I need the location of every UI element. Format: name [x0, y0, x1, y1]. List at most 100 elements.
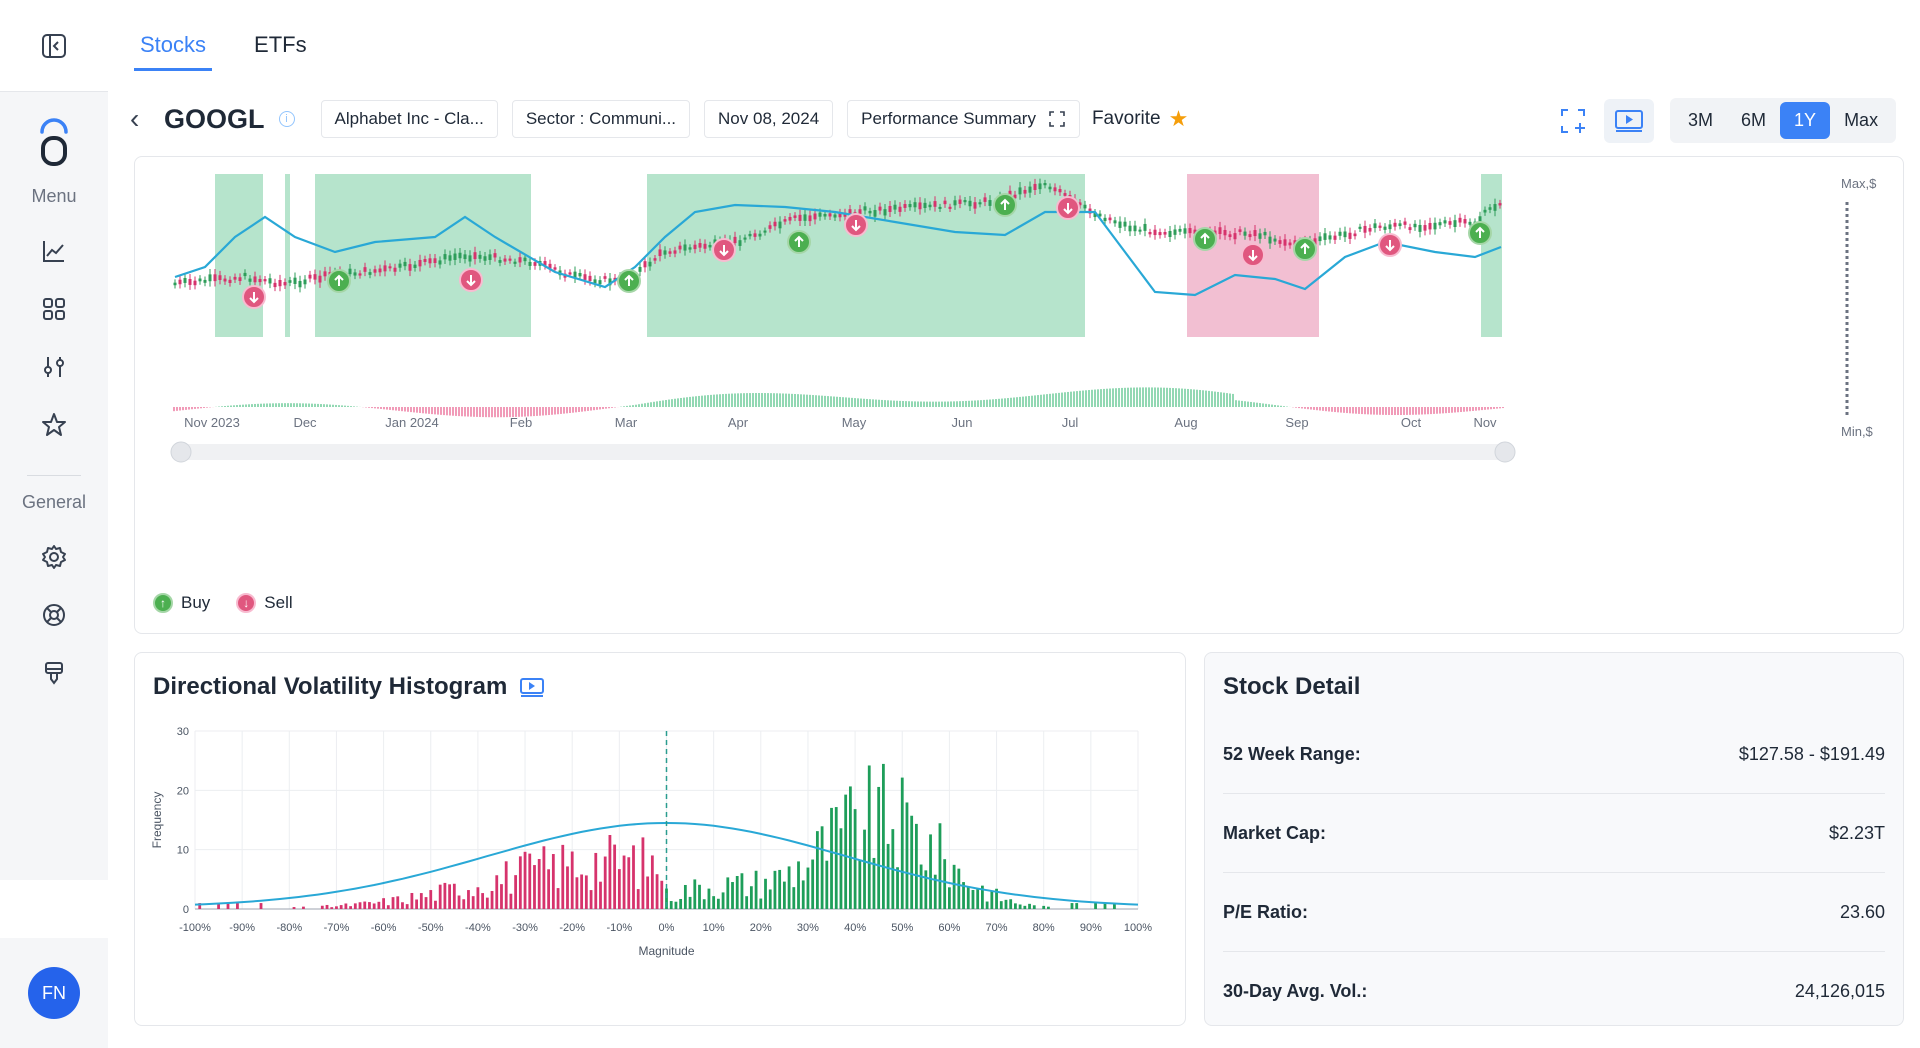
oscillator-bar — [395, 407, 397, 411]
oscillator-bar — [1169, 387, 1171, 407]
range-6m[interactable]: 6M — [1741, 110, 1767, 130]
legend-sell[interactable]: ↓ Sell — [236, 593, 293, 613]
histogram-bar — [1075, 903, 1079, 909]
tab-stocks[interactable]: Stocks — [134, 28, 213, 71]
range-1y[interactable]: 1Y — [1780, 102, 1831, 139]
histogram-bar — [325, 904, 329, 909]
oscillator-bar — [899, 400, 901, 407]
legend-buy[interactable]: ↑ Buy — [153, 593, 210, 613]
candle-body — [1318, 236, 1322, 242]
histogram-bar — [551, 854, 555, 909]
candle-body — [483, 256, 487, 261]
oscillator-bar — [287, 403, 289, 407]
video-play-icon[interactable] — [519, 676, 545, 698]
candle-body — [1063, 193, 1067, 196]
company-name-chip[interactable]: Alphabet Inc - Cla... — [320, 100, 498, 138]
candle-body — [1343, 231, 1347, 238]
candle-body — [523, 257, 527, 262]
avatar[interactable]: FN — [28, 967, 80, 1019]
sidebar-item-dashboard[interactable] — [0, 295, 108, 323]
oscillator-bar — [383, 407, 385, 410]
collapse-sidebar-icon[interactable] — [34, 26, 74, 66]
oscillator-bar — [413, 407, 415, 413]
oscillator-bar — [1328, 407, 1330, 412]
price-chart[interactable]: Max,$ Min,$ Nov 2023 Dec Jan 2024 Feb Mar Apr… — [135, 157, 1903, 557]
month-tick-label: Jul — [1062, 415, 1079, 430]
oscillator-bar — [419, 407, 421, 413]
histogram-bar — [844, 794, 848, 909]
candle-body — [1153, 229, 1157, 236]
play-video-button[interactable] — [1604, 98, 1654, 143]
candle-body — [273, 282, 277, 288]
range-max[interactable]: Max — [1844, 110, 1879, 130]
oscillator-bar — [1451, 407, 1453, 413]
oscillator-bar — [1019, 396, 1021, 407]
scrollbar-right-handle[interactable] — [1494, 441, 1516, 463]
oscillator-bar — [995, 399, 997, 407]
oscillator-bar — [1076, 391, 1078, 407]
candle-body — [753, 233, 757, 237]
sidebar-item-settings[interactable] — [0, 543, 108, 571]
sidebar-item-chart[interactable] — [0, 237, 108, 265]
candle-body — [1438, 222, 1442, 226]
sidebar-item-support[interactable] — [0, 601, 108, 629]
add-frame-icon — [1561, 108, 1585, 133]
histogram-bar — [877, 786, 881, 909]
oscillator-bar — [1415, 407, 1417, 415]
favorite-button[interactable]: Favorite ★ — [1092, 106, 1188, 132]
favorite-label: Favorite — [1091, 108, 1161, 129]
histogram-bar — [905, 802, 909, 909]
back-chevron-icon[interactable]: ‹ — [130, 103, 140, 134]
oscillator-bar — [524, 407, 526, 417]
line-chart-icon — [43, 241, 64, 262]
candle-body — [408, 264, 412, 271]
scrollbar-left-handle[interactable] — [170, 441, 192, 463]
add-fullscreen-button[interactable] — [1548, 99, 1598, 143]
candle-body — [1498, 203, 1502, 206]
candle-body — [268, 278, 272, 284]
histogram-bar — [655, 874, 659, 909]
sidebar-item-theme[interactable] — [0, 659, 108, 687]
volatility-histogram[interactable]: -100% -90% -80% -70% -60% -50% -40% -30% -20% -10… — [135, 717, 1185, 1017]
histogram-bar — [919, 864, 923, 909]
candle-body — [173, 282, 177, 286]
candle-body — [823, 213, 827, 217]
candle-body — [438, 260, 442, 265]
oscillator-bar — [1484, 407, 1486, 410]
histogram-bar — [1103, 903, 1107, 909]
oscillator-bar — [1103, 388, 1105, 407]
candle-body — [183, 277, 187, 283]
sidebar-item-filters[interactable] — [0, 353, 108, 381]
oscillator-bar — [644, 403, 646, 407]
oscillator-bar — [560, 407, 562, 414]
candle-body — [1483, 209, 1487, 213]
oscillator-bar — [998, 398, 1000, 407]
histogram-bar — [981, 885, 984, 909]
info-icon[interactable]: i — [278, 111, 295, 127]
date-chip[interactable]: Nov 08, 2024 — [704, 100, 834, 138]
histogram-bar — [702, 899, 706, 909]
oscillator-bar — [470, 407, 472, 417]
oscillator-bar — [1313, 407, 1315, 410]
oscillator-bar — [593, 407, 595, 411]
oscillator-bar — [1004, 398, 1006, 407]
histogram-bar — [302, 906, 305, 909]
histogram-title-row: Directional Volatility Histogram — [153, 673, 545, 701]
performance-summary-button[interactable]: Performance Summary — [847, 100, 1080, 138]
range-3m[interactable]: 3M — [1688, 110, 1714, 130]
candle-body — [708, 244, 712, 248]
oscillator-bar — [740, 393, 742, 407]
oscillator-bar — [422, 407, 424, 414]
oscillator-bar — [1073, 391, 1075, 407]
sector-chip[interactable]: Sector : Communi... — [511, 100, 691, 138]
oscillator-bar — [536, 407, 538, 416]
app-logo[interactable] — [0, 114, 108, 170]
candle-body — [508, 258, 512, 261]
sidebar-item-favorites[interactable] — [0, 411, 108, 439]
candle-body — [1313, 238, 1317, 245]
candle-body — [318, 275, 322, 283]
tab-etfs[interactable]: ETFs — [254, 32, 307, 57]
histogram-bar — [712, 896, 716, 909]
oscillator-bar — [701, 395, 703, 407]
oscillator-bar — [350, 406, 352, 407]
